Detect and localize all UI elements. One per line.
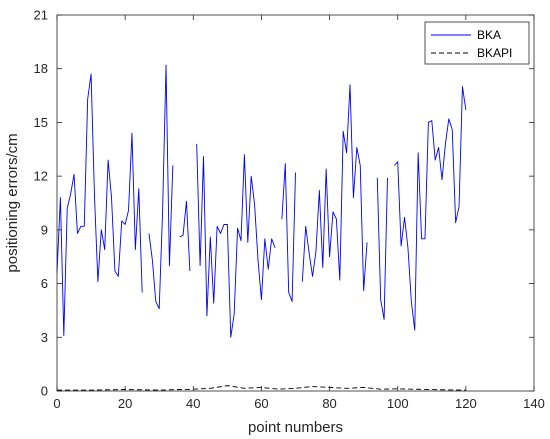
- x-axis-label: point numbers: [248, 419, 343, 436]
- axes-box: [56, 14, 535, 392]
- x-tick-label: 120: [455, 396, 477, 411]
- x-tick-label: 40: [186, 396, 200, 411]
- y-tick-label: 9: [41, 222, 48, 237]
- x-tick-label: 0: [53, 396, 60, 411]
- y-tick-label: 6: [41, 276, 48, 291]
- series-layer: [56, 64, 467, 391]
- y-tick-label: 15: [34, 115, 48, 130]
- legend-label-bka: BKA: [477, 28, 501, 42]
- x-tick-label: 80: [322, 396, 336, 411]
- series-line-bka: [56, 64, 467, 338]
- axes-layer: 0 20 40 60 80 100 120 140 0 3 6 9 12 15 18 21: [34, 8, 545, 412]
- x-tick-label: 140: [523, 396, 545, 411]
- x-tick-label: 100: [387, 396, 409, 411]
- y-tick-label: 18: [34, 61, 48, 76]
- x-tick-label: 60: [254, 396, 268, 411]
- legend-box: [424, 21, 530, 65]
- y-tick-label: 21: [34, 8, 48, 23]
- legend: BKA BKAPI: [424, 21, 530, 65]
- series-line-bkapi: [57, 385, 466, 391]
- y-axis-label: positioning errors/cm: [4, 133, 21, 272]
- y-tick-label: 3: [41, 330, 48, 345]
- legend-label-bkapi: BKAPI: [477, 46, 512, 60]
- y-tick-label: 12: [34, 169, 48, 184]
- y-tick-label: 0: [41, 384, 48, 399]
- x-tick-label: 20: [118, 396, 132, 411]
